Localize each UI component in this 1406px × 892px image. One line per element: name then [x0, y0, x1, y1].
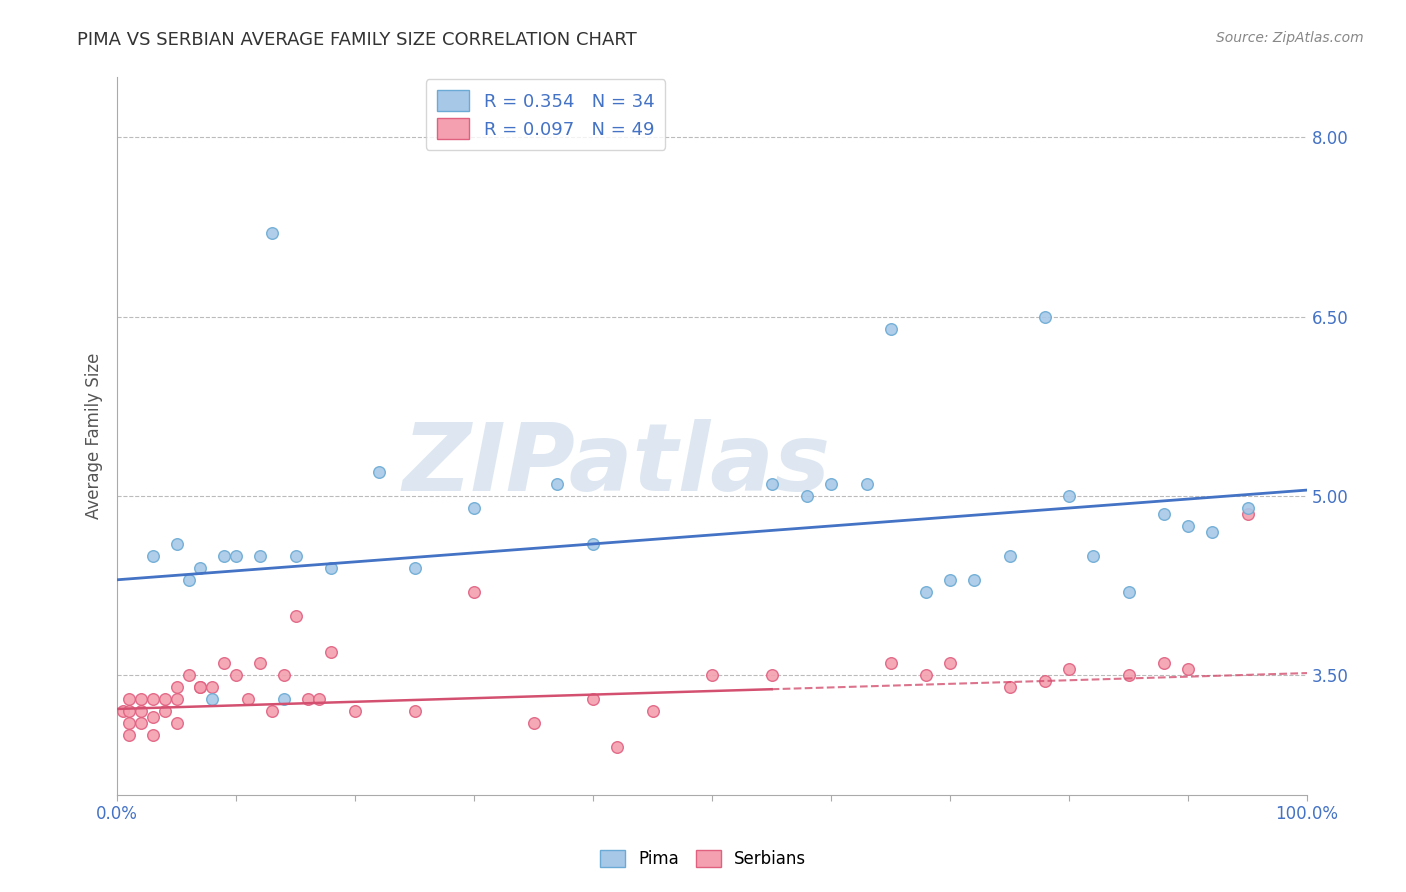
Point	[939, 573, 962, 587]
Y-axis label: Average Family Size: Average Family Size	[86, 353, 103, 519]
Legend: R = 0.354   N = 34, R = 0.097   N = 49: R = 0.354 N = 34, R = 0.097 N = 49	[426, 79, 665, 150]
Point	[796, 489, 818, 503]
Point	[641, 704, 664, 718]
Point	[761, 477, 783, 491]
Point	[225, 549, 247, 563]
Point	[118, 716, 141, 731]
Point	[153, 692, 176, 706]
Point	[1118, 668, 1140, 682]
Point	[249, 549, 271, 563]
Point	[225, 668, 247, 682]
Point	[166, 716, 188, 731]
Point	[236, 692, 259, 706]
Point	[201, 692, 224, 706]
Point	[404, 704, 426, 718]
Point	[700, 668, 723, 682]
Point	[321, 561, 343, 575]
Point	[606, 740, 628, 755]
Point	[1057, 489, 1080, 503]
Point	[879, 657, 901, 671]
Point	[142, 710, 165, 724]
Point	[321, 644, 343, 658]
Point	[112, 704, 135, 718]
Legend: Pima, Serbians: Pima, Serbians	[593, 843, 813, 875]
Point	[1153, 657, 1175, 671]
Point	[190, 681, 212, 695]
Point	[998, 549, 1021, 563]
Point	[915, 668, 938, 682]
Point	[1236, 507, 1258, 521]
Point	[118, 692, 141, 706]
Point	[1033, 310, 1056, 324]
Point	[1118, 584, 1140, 599]
Point	[1177, 519, 1199, 533]
Point	[166, 681, 188, 695]
Point	[463, 584, 485, 599]
Text: PIMA VS SERBIAN AVERAGE FAMILY SIZE CORRELATION CHART: PIMA VS SERBIAN AVERAGE FAMILY SIZE CORR…	[77, 31, 637, 49]
Point	[190, 561, 212, 575]
Point	[129, 704, 152, 718]
Text: ZIPatlas: ZIPatlas	[404, 419, 831, 511]
Point	[1236, 501, 1258, 516]
Point	[308, 692, 330, 706]
Point	[142, 692, 165, 706]
Point	[284, 608, 307, 623]
Point	[297, 692, 319, 706]
Point	[582, 537, 605, 551]
Point	[915, 584, 938, 599]
Text: Source: ZipAtlas.com: Source: ZipAtlas.com	[1216, 31, 1364, 45]
Point	[1177, 663, 1199, 677]
Point	[879, 321, 901, 335]
Point	[368, 465, 391, 479]
Point	[273, 692, 295, 706]
Point	[998, 681, 1021, 695]
Point	[284, 549, 307, 563]
Point	[1081, 549, 1104, 563]
Point	[201, 681, 224, 695]
Point	[856, 477, 879, 491]
Point	[761, 668, 783, 682]
Point	[190, 681, 212, 695]
Point	[404, 561, 426, 575]
Point	[1033, 674, 1056, 689]
Point	[129, 716, 152, 731]
Point	[153, 704, 176, 718]
Point	[249, 657, 271, 671]
Point	[939, 657, 962, 671]
Point	[118, 728, 141, 742]
Point	[546, 477, 568, 491]
Point	[344, 704, 367, 718]
Point	[129, 692, 152, 706]
Point	[260, 704, 283, 718]
Point	[820, 477, 842, 491]
Point	[260, 226, 283, 240]
Point	[177, 573, 200, 587]
Point	[214, 657, 236, 671]
Point	[523, 716, 546, 731]
Point	[273, 668, 295, 682]
Point	[214, 549, 236, 563]
Point	[1153, 507, 1175, 521]
Point	[582, 692, 605, 706]
Point	[118, 704, 141, 718]
Point	[177, 668, 200, 682]
Point	[142, 728, 165, 742]
Point	[463, 501, 485, 516]
Point	[963, 573, 986, 587]
Point	[166, 537, 188, 551]
Point	[166, 692, 188, 706]
Point	[142, 549, 165, 563]
Point	[1057, 663, 1080, 677]
Point	[1201, 524, 1223, 539]
